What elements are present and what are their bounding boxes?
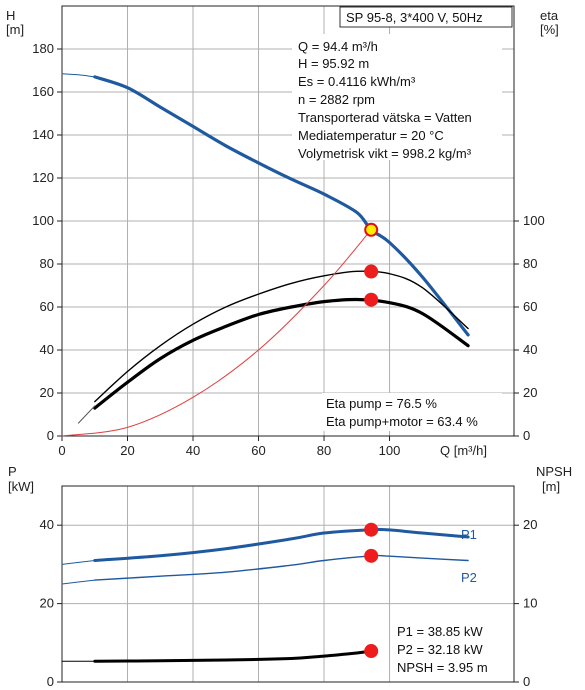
y-left-tick-label: 140 bbox=[32, 127, 54, 142]
y-right-tick-label: 60 bbox=[523, 299, 537, 314]
npsh-tick-label: 20 bbox=[523, 517, 537, 532]
eta-pump-text: Eta pump = 76.5 % bbox=[326, 396, 437, 411]
power-label-line2: [kW] bbox=[8, 479, 34, 494]
info-box-background bbox=[292, 34, 502, 160]
info-line: Volymetrisk vikt = 998.2 kg/m³ bbox=[298, 146, 472, 161]
power-info: P1 = 38.85 kW P2 = 32.18 kW NPSH = 3.95 … bbox=[393, 622, 508, 678]
series-line-system bbox=[61, 229, 372, 437]
operating-point-marker bbox=[364, 522, 379, 537]
x-tick-label: 20 bbox=[120, 443, 134, 458]
info-line: n = 2882 rpm bbox=[298, 92, 375, 107]
y-right-tick-label: 40 bbox=[523, 342, 537, 357]
series-line-eta-ext bbox=[77, 405, 96, 424]
info-line: Mediatemperatur = 20 °C bbox=[298, 128, 444, 143]
y-right-tick-label: 0 bbox=[523, 428, 530, 443]
info-line: Transporterad vätska = Vatten bbox=[298, 110, 472, 125]
y-left-tick-label: 40 bbox=[40, 342, 54, 357]
eta-pump-motor-text: Eta pump+motor = 63.4 % bbox=[326, 414, 478, 429]
y-left-tick-label: 80 bbox=[40, 256, 54, 271]
npsh-tick-label: 0 bbox=[523, 674, 530, 689]
y-right-tick-label: 80 bbox=[523, 256, 537, 271]
npsh-tick-label: 10 bbox=[523, 596, 537, 611]
power-label-line1: P bbox=[8, 464, 17, 479]
series-line-P1-ext bbox=[61, 560, 96, 565]
y-left-label-line1: H bbox=[6, 8, 15, 23]
operating-info: Q = 94.4 m³/h H = 95.92 m Es = 0.4116 kW… bbox=[298, 39, 472, 161]
operating-point-marker bbox=[364, 548, 379, 563]
lower-chart: P [kW] NPSH [m] 0 20 40 0 10 20 P1 P2 P1 = 3… bbox=[8, 464, 572, 689]
series-line-H bbox=[93, 75, 470, 337]
upper-chart: SP 95-8, 3*400 V, 50Hz H [m] eta [%] 0 20… bbox=[6, 5, 559, 458]
p2-value-text: P2 = 32.18 kW bbox=[397, 642, 483, 657]
eta-box-background bbox=[322, 393, 502, 431]
power-tick-label: 40 bbox=[40, 517, 54, 532]
power-info-background bbox=[393, 622, 508, 678]
npsh-label-line2: [m] bbox=[542, 479, 560, 494]
power-tick-label: 20 bbox=[40, 596, 54, 611]
y-right-tick-label: 20 bbox=[523, 385, 537, 400]
y-left-tick-label: 120 bbox=[32, 170, 54, 185]
series-line-NPSH bbox=[93, 649, 373, 663]
y-left-tick-label: 60 bbox=[40, 299, 54, 314]
y-left-tick-label: 20 bbox=[40, 385, 54, 400]
info-line: H = 95.92 m bbox=[298, 56, 369, 71]
x-tick-label: 80 bbox=[317, 443, 331, 458]
y-right-tick-label: 100 bbox=[523, 213, 545, 228]
title-box bbox=[339, 6, 513, 28]
x-tick-label: 100 bbox=[379, 443, 401, 458]
p1-curve-label: P1 bbox=[461, 527, 477, 542]
operating-point-marker bbox=[364, 292, 379, 307]
efficiency-info: Eta pump = 76.5 % Eta pump+motor = 63.4 … bbox=[326, 396, 478, 429]
info-line: Q = 94.4 m³/h bbox=[298, 39, 378, 54]
series-line-eta-pump-motor bbox=[93, 297, 470, 410]
operating-point-marker bbox=[364, 644, 379, 659]
operating-point-marker bbox=[364, 264, 379, 279]
x-axis-label: Q [m³/h] bbox=[440, 443, 487, 458]
x-tick-label: 40 bbox=[186, 443, 200, 458]
p2-curve-label: P2 bbox=[461, 570, 477, 585]
chart-title: SP 95-8, 3*400 V, 50Hz bbox=[346, 10, 483, 25]
series-line-P2-ext bbox=[61, 579, 96, 585]
npsh-label-line1: NPSH bbox=[536, 464, 572, 479]
series-line-H-ext bbox=[61, 73, 96, 78]
power-tick-label: 0 bbox=[47, 674, 54, 689]
x-tick-label: 60 bbox=[251, 443, 265, 458]
y-left-tick-label: 180 bbox=[32, 41, 54, 56]
npsh-value-text: NPSH = 3.95 m bbox=[397, 660, 488, 675]
operating-point-marker bbox=[364, 222, 379, 237]
p1-value-text: P1 = 38.85 kW bbox=[397, 624, 483, 639]
info-line: Es = 0.4116 kWh/m³ bbox=[298, 74, 416, 89]
y-left-tick-label: 100 bbox=[32, 213, 54, 228]
series-line-P2 bbox=[94, 554, 469, 581]
series-line-P1 bbox=[93, 527, 470, 562]
y-left-label-line2: [m] bbox=[6, 22, 24, 37]
y-right-label-line1: eta bbox=[540, 8, 559, 23]
y-right-label-line2: [%] bbox=[540, 22, 559, 37]
y-left-tick-label: 0 bbox=[47, 428, 54, 443]
x-tick-label: 0 bbox=[58, 443, 65, 458]
series-line-eta-pump bbox=[94, 270, 469, 403]
y-left-tick-label: 160 bbox=[32, 84, 54, 99]
